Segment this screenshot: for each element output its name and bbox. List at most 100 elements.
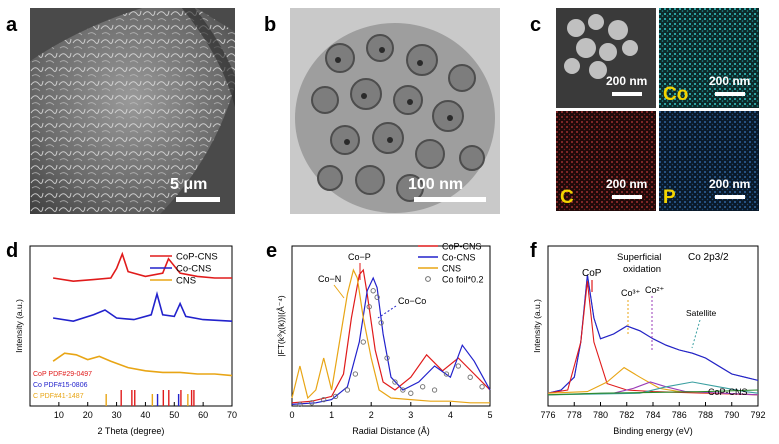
series-line-0 [291,268,491,404]
data-point [443,371,450,377]
scale-label-c1: 200 nm [606,74,648,88]
annotation-satellite: Satellite [686,308,717,318]
data-point [344,387,351,393]
x-tick-label: 2 [369,410,374,420]
scale-label-c2: 200 nm [709,74,751,88]
data-point [455,363,461,369]
data-point [366,304,372,310]
x-tick-label: 780 [593,410,608,420]
x-tick-label: 5 [487,410,492,420]
scale-label-b: 100 nm [408,176,464,193]
arrow-co-n [333,284,345,299]
data-point [321,396,327,403]
annotation-sample: CoP-CNS [708,387,748,397]
annotation-cop: CoP [582,268,602,279]
series-line-5 [547,381,759,396]
legend-label: CNS [176,276,196,287]
x-tick-label: 1 [329,410,334,420]
x-tick-label: 788 [698,410,713,420]
y-axis-label: |FT(k³χ(k))|(Å⁻⁴) [276,295,286,357]
reference-label: C PDF#41-1487 [33,393,84,400]
plot-frame [29,245,233,407]
data-point [408,390,414,396]
x-tick-label: 776 [540,410,555,420]
panel-label-a: a [6,14,18,36]
x-tick-label: 784 [645,410,660,420]
legend-label: Co foil*0.2 [442,275,484,285]
data-point [378,320,384,326]
series-line-1 [291,276,491,405]
scale-label-a: 5 μm [170,176,208,193]
scale-label-c3: 200 nm [606,177,648,191]
data-point [352,371,359,377]
eds-sem-map: 200 nm [556,8,656,108]
x-tick-label: 60 [198,410,208,420]
annotation-co-p: Co−P [348,252,371,262]
series-line-1 [52,290,233,323]
data-point [384,355,390,361]
panel-label-b: b [264,14,277,36]
annotation-superficial-oxidation: Superficial [617,252,661,263]
series-line-6 [547,389,759,396]
reference-label: Co PDF#15-0806 [33,382,88,389]
data-point [479,384,485,390]
eds-c-label: C [560,187,574,208]
series-line-0 [52,251,232,283]
sem-texture [30,8,235,214]
tem-texture [290,8,500,214]
x-tick-label: 10 [54,410,64,420]
panel-label-d: d [6,240,19,262]
legend-swatch [425,276,431,282]
data-point [309,400,315,406]
legend-label: Co-CNS [442,253,476,263]
x-tick-label: 50 [169,410,179,420]
data-point [297,401,303,408]
xps-chart: 776 778 780 782 784 786 788 790 792 Binding energ… [532,245,766,436]
annotation-co2: Co²⁺ [645,285,665,295]
panel-label-e: e [266,240,278,262]
reference-label: CoP PDF#29-0497 [33,371,92,378]
data-point [392,379,398,385]
legend-label: CoP-CNS [442,242,482,252]
series-line-2 [52,352,233,377]
scale-bar-b [414,197,486,202]
x-tick-label: 20 [83,410,93,420]
eds-p-map: P 200 nm [659,111,759,211]
series-line-3 [547,366,759,396]
x-axis-label: 2 Theta (degree) [98,426,165,436]
data-point [360,339,366,345]
data-point [332,393,339,400]
x-tick-label: 3 [408,410,413,420]
eds-co-map: Co 200 nm [659,8,759,108]
series-line-2 [291,268,490,404]
x-tick-label: 790 [724,410,739,420]
data-point [420,384,426,390]
legend-label: CNS [442,264,461,274]
data-point [431,387,438,393]
annotation-co-co: Co−Co [398,296,426,306]
plot-frame [291,245,491,407]
x-tick-label: 0 [289,410,294,420]
eds-co-label: Co [663,84,689,105]
panel-label-f: f [530,240,537,262]
scale-bar-a [176,197,220,202]
data-point [370,288,376,294]
x-tick-label: 40 [140,410,150,420]
x-tick-label: 4 [448,410,453,420]
sem-image: 5 μm [30,8,235,214]
scale-bar-c1 [612,92,642,96]
chart-title: Co 2p3/2 [688,252,729,263]
eds-c-map: C 200 nm [556,111,656,211]
legend-label: Co-CNS [176,264,211,275]
tem-image: 100 nm [290,8,500,214]
scale-bar-c4 [715,195,745,199]
x-tick-label: 778 [567,410,582,420]
x-axis-label: Binding energy (eV) [613,426,693,436]
annotation-co-n: Co−N [318,274,341,284]
data-point [467,374,473,380]
data-point [374,294,380,300]
annotation-co3: Co³⁺ [621,288,641,298]
data-point [400,387,406,393]
legend-label: CoP-CNS [176,252,218,263]
x-tick-label: 70 [227,410,237,420]
